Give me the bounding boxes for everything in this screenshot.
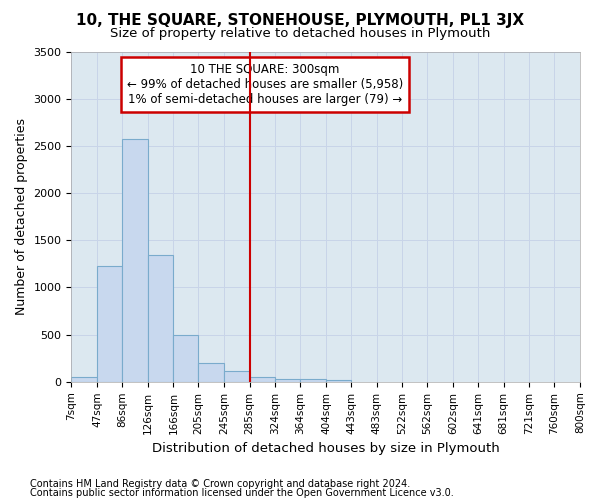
Bar bbox=[199, 363, 224, 382]
Bar bbox=[301, 380, 326, 382]
Bar bbox=[148, 256, 173, 382]
Text: Contains public sector information licensed under the Open Government Licence v3: Contains public sector information licen… bbox=[30, 488, 454, 498]
X-axis label: Distribution of detached houses by size in Plymouth: Distribution of detached houses by size … bbox=[152, 442, 500, 455]
Bar bbox=[97, 266, 122, 382]
Text: 10, THE SQUARE, STONEHOUSE, PLYMOUTH, PL1 3JX: 10, THE SQUARE, STONEHOUSE, PLYMOUTH, PL… bbox=[76, 12, 524, 28]
Bar bbox=[122, 140, 148, 382]
Text: 10 THE SQUARE: 300sqm
← 99% of detached houses are smaller (5,958)
1% of semi-de: 10 THE SQUARE: 300sqm ← 99% of detached … bbox=[127, 63, 403, 106]
Bar bbox=[224, 372, 250, 382]
Text: Contains HM Land Registry data © Crown copyright and database right 2024.: Contains HM Land Registry data © Crown c… bbox=[30, 479, 410, 489]
Y-axis label: Number of detached properties: Number of detached properties bbox=[15, 118, 28, 315]
Bar bbox=[250, 377, 275, 382]
Bar bbox=[275, 379, 301, 382]
Bar bbox=[71, 377, 97, 382]
Text: Size of property relative to detached houses in Plymouth: Size of property relative to detached ho… bbox=[110, 28, 490, 40]
Bar bbox=[326, 380, 351, 382]
Bar bbox=[173, 334, 199, 382]
